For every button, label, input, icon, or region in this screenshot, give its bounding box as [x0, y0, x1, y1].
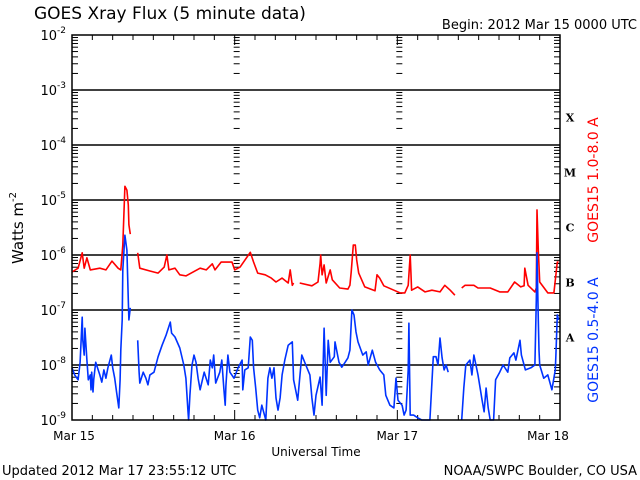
y-tick-exponent: -7: [57, 301, 66, 311]
y-tick-exponent: -8: [57, 356, 66, 366]
begin-label: Begin: 2012 Mar 15 0000 UTC: [442, 18, 637, 33]
y-tick-exponent: -6: [57, 246, 66, 256]
flare-class-label: B: [565, 277, 574, 290]
series-line-long-channel: [71, 185, 559, 296]
grid: [72, 89, 560, 366]
y-tick-base: 10: [40, 414, 57, 429]
x-tick-label: Mar 18: [527, 429, 569, 443]
y-tick-label: 10-8: [40, 356, 66, 374]
y-axis-label: Watts m-2: [8, 192, 27, 264]
y-tick-base: 10: [40, 84, 57, 99]
y-tick-labels: 10-210-310-410-510-610-710-810-9: [40, 26, 66, 429]
x-tick-label: Mar 15: [53, 429, 95, 443]
y-tick-label: 10-9: [40, 411, 66, 429]
legend-red-label: GOES15 1.0-8.0 A: [586, 117, 602, 243]
y-tick-base: 10: [40, 139, 57, 154]
y-tick-base: 10: [40, 29, 57, 44]
y-tick-exponent: -9: [57, 411, 66, 421]
legend-short-channel: GOES15 0.5-4.0 A: [586, 277, 602, 403]
y-tick-label: 10-6: [40, 246, 66, 264]
y-tick-base: 10: [40, 194, 57, 209]
flare-class-label: C: [566, 222, 575, 235]
y-tick-label: 10-5: [40, 191, 66, 209]
flare-class-labels: X M C B A: [564, 112, 576, 345]
legend-blue-label: GOES15 0.5-4.0 A: [586, 277, 602, 403]
y-tick-exponent: -5: [57, 191, 66, 201]
y-tick-label: 10-4: [40, 136, 66, 154]
flare-class-label: M: [564, 167, 576, 180]
flare-class-label: A: [565, 332, 575, 345]
series-lines: [71, 185, 560, 421]
series-line-short-channel: [71, 234, 560, 421]
x-tick-label: Mar 17: [376, 429, 418, 443]
x-axis-label: Universal Time: [271, 445, 360, 459]
chart-title: GOES Xray Flux (5 minute data): [34, 4, 306, 24]
y-tick-base: 10: [40, 304, 57, 319]
credit-label: NOAA/SWPC Boulder, CO USA: [444, 464, 637, 479]
updated-timestamp: Updated 2012 Mar 17 23:55:12 UTC: [2, 464, 236, 479]
y-axis-label-text: Watts m: [9, 202, 27, 264]
svg-text:Watts m-2: Watts m-2: [8, 192, 27, 264]
axis-ticks: [72, 35, 560, 420]
y-tick-label: 10-2: [40, 26, 66, 44]
y-axis-label-exp: -2: [8, 192, 19, 202]
y-tick-label: 10-3: [40, 81, 66, 99]
y-tick-exponent: -4: [57, 136, 66, 146]
flare-class-label: X: [566, 112, 575, 125]
legend-long-channel: GOES15 1.0-8.0 A: [586, 117, 602, 243]
x-tick-labels: Mar 15 Mar 16 Mar 17 Mar 18: [53, 429, 569, 443]
x-tick-label: Mar 16: [214, 429, 256, 443]
y-tick-base: 10: [40, 249, 57, 264]
y-tick-label: 10-7: [40, 301, 66, 319]
y-tick-exponent: -3: [57, 81, 66, 91]
y-tick-exponent: -2: [57, 26, 66, 36]
y-tick-base: 10: [40, 359, 57, 374]
plot-frame: [71, 34, 561, 421]
